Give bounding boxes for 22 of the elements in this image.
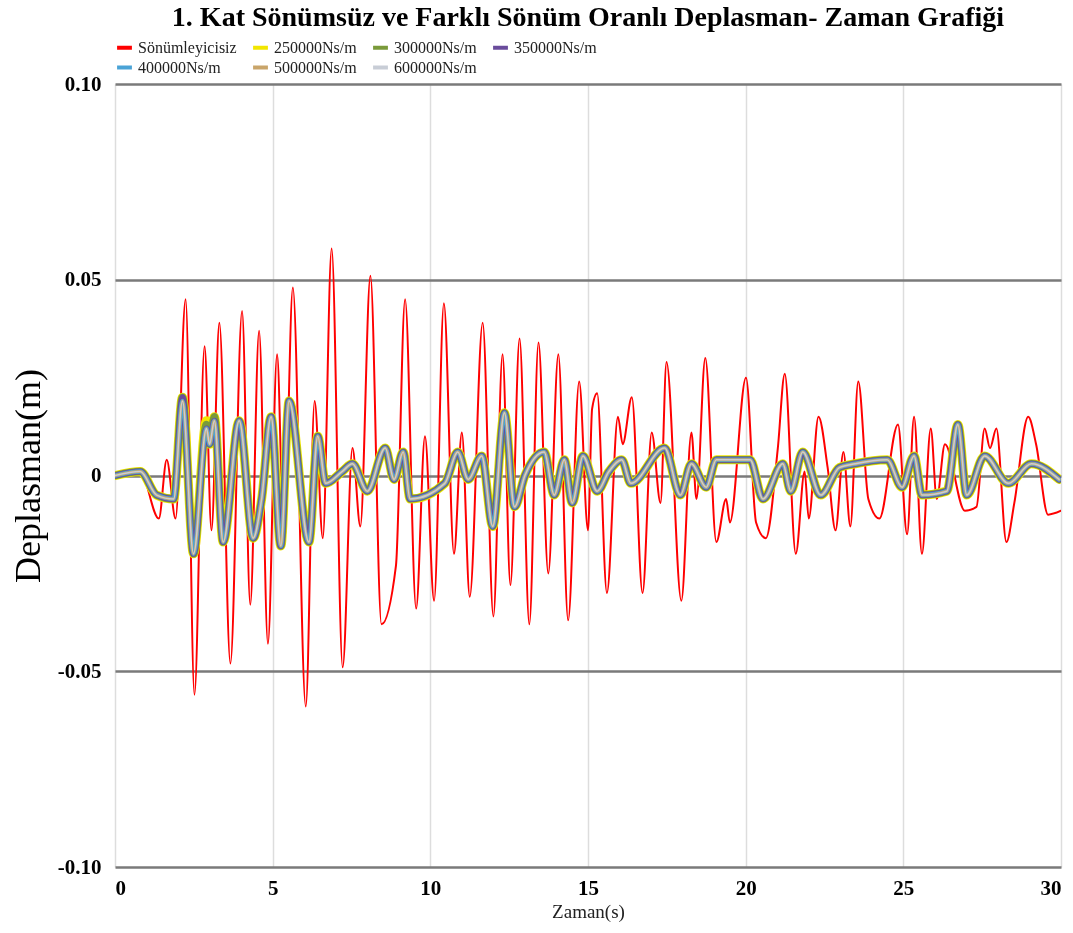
legend-label: Sönümleyicisiz [138,38,237,57]
x-tick-label: 0 [115,875,126,900]
legend-label: 600000Ns/m [394,58,478,76]
y-axis-title: Deplasman(m) [7,369,48,583]
y-tick-label: 0 [91,463,102,487]
chart-title: 1. Kat Sönümsüz ve Farklı Sönüm Oranlı Deplasman- Zaman Grafiği [171,1,1005,32]
y-tick-label: -0.05 [57,658,102,683]
x-axis-title: Zaman(s) [552,900,625,923]
x-tick-label: 25 [893,875,915,900]
x-tick-label: 20 [735,875,757,900]
x-tick-label: 30 [1040,875,1062,900]
x-tick-label: 10 [420,875,442,900]
y-tick-label: 0.05 [64,267,102,292]
legend-label: 350000Ns/m [514,38,598,56]
y-tick-label: 0.10 [64,71,102,96]
x-tick-label: 5 [267,875,279,900]
x-tick-label: 15 [578,875,599,900]
legend-label: 400000Ns/m [138,58,222,76]
legend-label: 300000Ns/m [394,38,478,56]
legend-label: 500000Ns/m [274,58,358,76]
y-tick-label: -0.10 [57,854,102,879]
legend-label: 250000Ns/m [274,38,358,56]
